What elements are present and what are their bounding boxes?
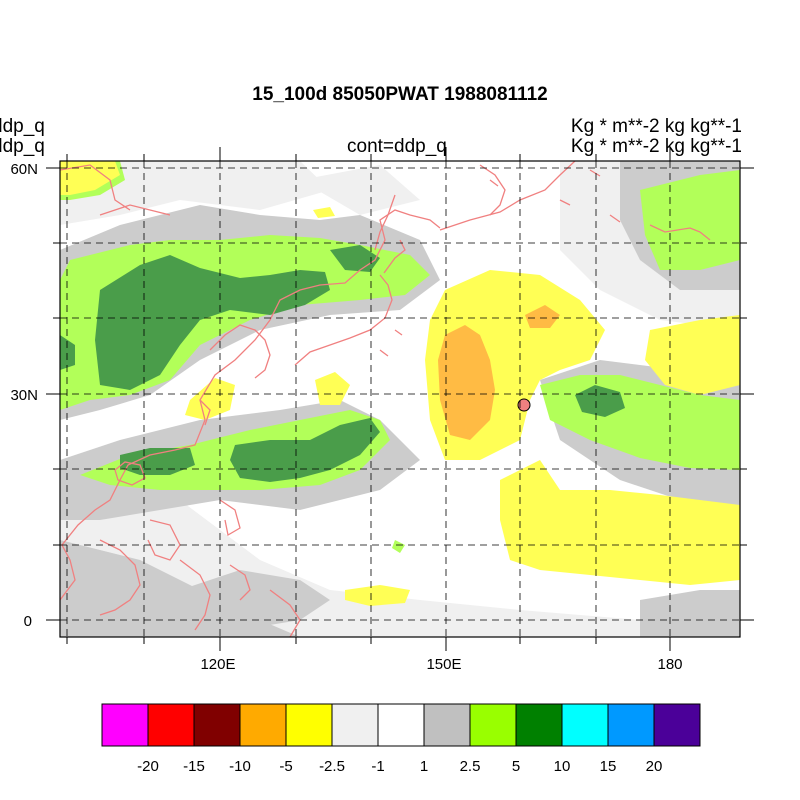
lat-label-60n: 60N — [10, 161, 38, 178]
colorbar-swatch — [331, 703, 379, 747]
colorbar-swatch — [101, 703, 149, 747]
dark-green-regions — [60, 245, 625, 482]
lat-label-0: 0 — [24, 613, 32, 630]
lat-label-30n: 30N — [10, 387, 38, 404]
location-marker — [517, 398, 531, 412]
colorbar-tick-label: -1 — [371, 758, 384, 775]
colorbar-tick-label: 10 — [554, 758, 571, 775]
colorbar-tick-label: -10 — [229, 758, 251, 775]
colorbar-tick-label: -15 — [183, 758, 205, 775]
colorbar-tick-label: 15 — [600, 758, 617, 775]
colorbar-swatch — [193, 703, 241, 747]
lon-label-120e: 120E — [200, 656, 235, 673]
colorbar-swatch — [653, 703, 701, 747]
left-variable-label: ddp_q — [0, 136, 45, 157]
colorbar-swatch — [423, 703, 471, 747]
colorbar-swatch — [377, 703, 425, 747]
colorbar-swatch — [561, 703, 609, 747]
plot-title: 15_100d 85050PWAT 1988081112 — [252, 84, 548, 105]
coastlines — [60, 161, 711, 637]
colorbar-swatch — [469, 703, 517, 747]
colorbar-labels: -20 -15 -10 -5 -2.5 -1 1 2.5 5 10 15 20 — [137, 758, 662, 775]
colorbar-tick-label: 20 — [646, 758, 663, 775]
lon-label-180: 180 — [657, 656, 682, 673]
plot-frame — [59, 160, 741, 638]
left-variable-label: ddp_q — [0, 116, 45, 137]
colorbar-swatch — [285, 703, 333, 747]
colorbar-tick-label: -2.5 — [319, 758, 345, 775]
orange-regions — [438, 305, 560, 440]
colorbar-swatch — [607, 703, 655, 747]
colorbar-tick-label: 2.5 — [460, 758, 481, 775]
colorbar-swatch — [515, 703, 563, 747]
colorbar-tick-label: 5 — [512, 758, 520, 775]
lon-label-150e: 150E — [426, 656, 461, 673]
shaded-field — [60, 161, 740, 637]
contour-label: cont=ddp_q — [347, 136, 447, 157]
map-grid — [60, 161, 740, 637]
units-label: Kg * m**-2 kg kg**-1 — [570, 136, 742, 157]
units-label: Kg * m**-2 kg kg**-1 — [570, 116, 742, 137]
colorbar-tick-label: 1 — [420, 758, 428, 775]
colorbar-tick-label: -20 — [137, 758, 159, 775]
axis-ticks — [46, 147, 754, 651]
colorbar-swatch — [147, 703, 195, 747]
colorbar — [101, 703, 701, 747]
colorbar-tick-label: -5 — [279, 758, 292, 775]
colorbar-swatch — [239, 703, 287, 747]
